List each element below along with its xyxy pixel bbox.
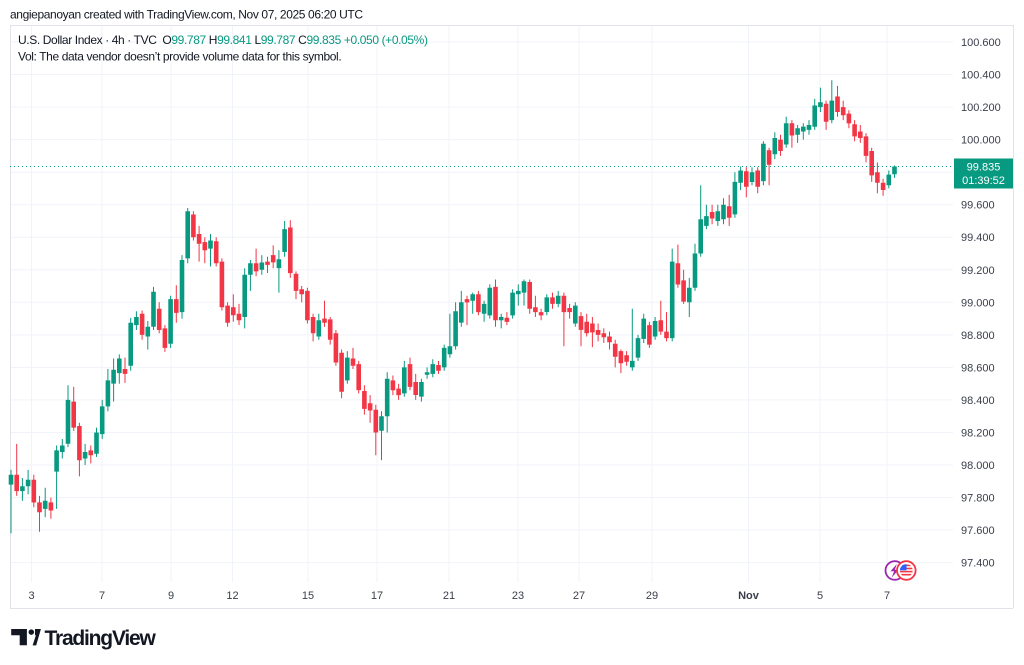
svg-text:5: 5 (817, 590, 823, 602)
svg-text:angiepanoyan created with Trad: angiepanoyan created with TradingView.co… (10, 7, 363, 21)
svg-text:99.200: 99.200 (961, 265, 995, 277)
svg-text:3: 3 (28, 590, 34, 602)
svg-text:98.400: 98.400 (961, 395, 995, 407)
svg-text:100.400: 100.400 (961, 70, 1001, 82)
svg-text:7: 7 (99, 590, 105, 602)
svg-text:99.835: 99.835 (967, 162, 1001, 174)
svg-text:99.000: 99.000 (961, 297, 995, 309)
svg-text:98.800: 98.800 (961, 330, 995, 342)
svg-text:7: 7 (884, 590, 890, 602)
svg-text:98.000: 98.000 (961, 460, 995, 472)
svg-text:Nov: Nov (738, 590, 760, 602)
svg-text:100.000: 100.000 (961, 135, 1001, 147)
svg-text:98.600: 98.600 (961, 362, 995, 374)
svg-text:01:39:52: 01:39:52 (962, 175, 1005, 187)
svg-text:Vol: The data vendor doesn’t p: Vol: The data vendor doesn’t provide vol… (18, 50, 341, 64)
svg-text:99.600: 99.600 (961, 200, 995, 212)
svg-text:9: 9 (168, 590, 174, 602)
svg-text:99.400: 99.400 (961, 232, 995, 244)
svg-text:23: 23 (512, 590, 524, 602)
svg-text:17: 17 (371, 590, 383, 602)
svg-text:21: 21 (443, 590, 455, 602)
svg-text:100.600: 100.600 (961, 37, 1001, 49)
svg-text:98.200: 98.200 (961, 428, 995, 440)
svg-text:12: 12 (226, 590, 238, 602)
svg-text:97.400: 97.400 (961, 558, 995, 570)
svg-text:TradingView: TradingView (45, 627, 157, 650)
svg-text:15: 15 (302, 590, 314, 602)
svg-text:29: 29 (646, 590, 658, 602)
svg-text:97.800: 97.800 (961, 493, 995, 505)
svg-text:100.200: 100.200 (961, 102, 1001, 114)
svg-text:U.S. Dollar Index · 4h · TVC: U.S. Dollar Index · 4h · TVC O99.787 H99… (18, 33, 428, 47)
svg-text:97.600: 97.600 (961, 525, 995, 537)
svg-text:27: 27 (573, 590, 585, 602)
